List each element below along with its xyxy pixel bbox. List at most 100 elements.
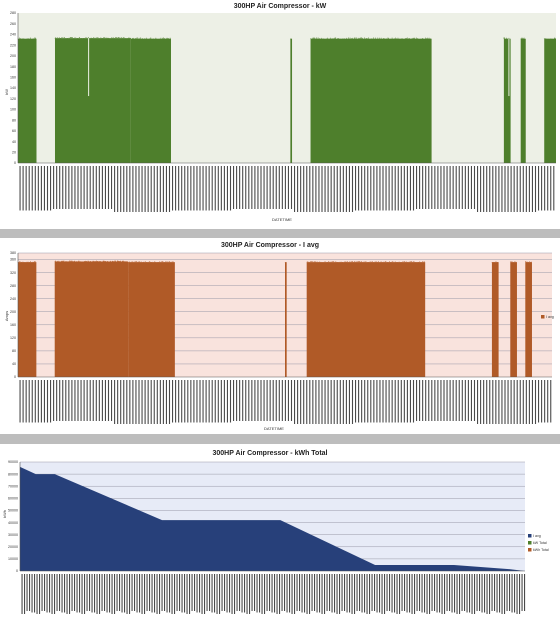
- kwh-x-tick-label: [274, 574, 276, 613]
- kwh-x-tick-label: [296, 574, 298, 611]
- kw-x-tick-label: [425, 166, 427, 209]
- kw-x-tick-label: [22, 166, 24, 211]
- kw-y-tick-label: 40: [12, 140, 16, 144]
- kwh-x-tick-label: [89, 574, 91, 611]
- kwh-x-tick-label: [399, 574, 401, 614]
- kw-x-tick-label: [504, 166, 506, 212]
- kw-x-tick-label: [111, 166, 113, 209]
- kw-x-tick-label: [455, 166, 457, 209]
- kwh-x-tick-label: [254, 574, 256, 611]
- kw-x-tick-label: [312, 166, 314, 212]
- kwh-x-tick-label: [386, 574, 388, 611]
- kwh-x-tick-label: [79, 574, 81, 613]
- kwh-x-tick-label: [24, 574, 26, 614]
- kwh-y-tick-label: 40000: [8, 521, 18, 525]
- iavg-x-tick-label: [111, 380, 113, 421]
- kw-y-tick-label: 120: [10, 97, 16, 101]
- iavg-x-tick-label: [278, 380, 280, 421]
- iavg-x-tick-label: [83, 380, 85, 421]
- kw-x-tick-label: [132, 166, 134, 212]
- iavg-bar-peaks: [509, 261, 517, 263]
- kwh-x-tick-label: [499, 574, 501, 613]
- kwh-y-tick-label: 80000: [8, 472, 18, 476]
- kwh-x-tick-label: [476, 574, 478, 611]
- kw-x-tick-label: [495, 166, 497, 212]
- kw-x-tick-label: [409, 166, 411, 211]
- kwh-x-tick-label: [211, 574, 213, 613]
- kw-x-tick-label: [89, 166, 91, 209]
- kwh-x-tick-label: [359, 574, 361, 611]
- kw-x-tick-label: [443, 166, 445, 209]
- kw-x-tick-label: [165, 166, 167, 212]
- iavg-y-tick-label: 280: [10, 284, 16, 288]
- kwh-x-tick-label: [54, 574, 56, 614]
- iavg-x-tick-label: [147, 380, 149, 424]
- iavg-x-tick-label: [303, 380, 305, 424]
- kwh-legend-swatch: [528, 541, 532, 545]
- kwh-x-tick-label: [109, 574, 111, 613]
- kw-y-tick-label: 160: [10, 75, 16, 79]
- iavg-x-tick-label: [190, 380, 192, 423]
- kw-bar: [520, 38, 526, 163]
- iavg-x-tick-label: [135, 380, 137, 424]
- kw-y-tick-label: 60: [12, 129, 16, 133]
- iavg-x-tick-label: [34, 380, 36, 423]
- kwh-x-tick-label: [509, 574, 511, 611]
- iavg-x-tick-label: [266, 380, 268, 421]
- kw-x-tick-label: [92, 166, 94, 209]
- iavg-x-tick-label: [251, 380, 253, 421]
- iavg-x-tick-label: [193, 380, 195, 423]
- kw-x-tick-label: [31, 166, 33, 211]
- kw-x-tick-label: [159, 166, 161, 212]
- kw-x-tick-label: [59, 166, 61, 209]
- iavg-x-tick-label: [263, 380, 265, 421]
- kw-x-tick-label: [28, 166, 30, 211]
- kwh-x-tick-label: [224, 574, 226, 611]
- kw-x-tick-label: [98, 166, 100, 209]
- kwh-x-tick-label: [129, 574, 131, 614]
- kwh-x-tick-label: [96, 574, 98, 614]
- iavg-x-tick-label: [525, 380, 527, 424]
- kwh-x-tick-label: [454, 574, 456, 613]
- kw-x-tick-label: [498, 166, 500, 212]
- kwh-chart-title: 300HP Air Compressor - kWh Total: [212, 450, 327, 457]
- iavg-x-tick-label: [458, 380, 460, 421]
- iavg-bar-peaks: [306, 261, 425, 263]
- kw-x-tick-label: [336, 166, 338, 212]
- iavg-x-tick-label: [74, 380, 76, 421]
- kwh-x-tick-label: [384, 574, 386, 614]
- iavg-x-tick-label: [379, 380, 381, 423]
- kw-x-tick-label: [345, 166, 347, 212]
- iavg-x-tick-label: [89, 380, 91, 421]
- iavg-x-tick-label: [92, 380, 94, 421]
- iavg-x-tick-label: [327, 380, 329, 424]
- kw-x-tick-label: [412, 166, 415, 211]
- iavg-x-tick-label: [382, 380, 384, 423]
- kw-x-tick-label: [303, 166, 305, 212]
- iavg-y-tick-label: 40: [12, 362, 16, 366]
- kwh-x-tick-label: [179, 574, 181, 611]
- iavg-x-tick-label: [464, 380, 466, 421]
- iavg-y-tick-label: 80: [12, 349, 16, 353]
- kw-x-tick-label: [507, 166, 509, 212]
- iavg-x-tick-label: [416, 380, 418, 421]
- kw-x-tick-label: [290, 166, 293, 209]
- iavg-x-tick-label: [159, 380, 161, 424]
- kw-x-tick-label: [370, 166, 372, 211]
- kwh-x-tick-label: [469, 574, 471, 613]
- iavg-x-tick-label: [31, 380, 33, 423]
- kw-x-tick-label: [339, 166, 341, 212]
- kw-chart-title: 300HP Air Compressor - kW: [234, 3, 327, 10]
- kwh-x-tick-label: [234, 574, 236, 614]
- kw-x-tick-label: [525, 166, 527, 212]
- iavg-x-tick-label: [513, 380, 515, 424]
- iavg-x-tick-label: [358, 380, 360, 423]
- kwh-y-axis-title: kWh: [2, 510, 7, 518]
- iavg-x-tick-label: [489, 380, 491, 424]
- kw-x-tick-label: [187, 166, 189, 211]
- kwh-x-tick-label: [29, 574, 31, 611]
- iavg-x-tick-label: [467, 380, 469, 421]
- kwh-x-tick-label: [206, 574, 208, 611]
- kwh-x-tick-label: [311, 574, 313, 611]
- kwh-x-tick-label: [504, 574, 506, 614]
